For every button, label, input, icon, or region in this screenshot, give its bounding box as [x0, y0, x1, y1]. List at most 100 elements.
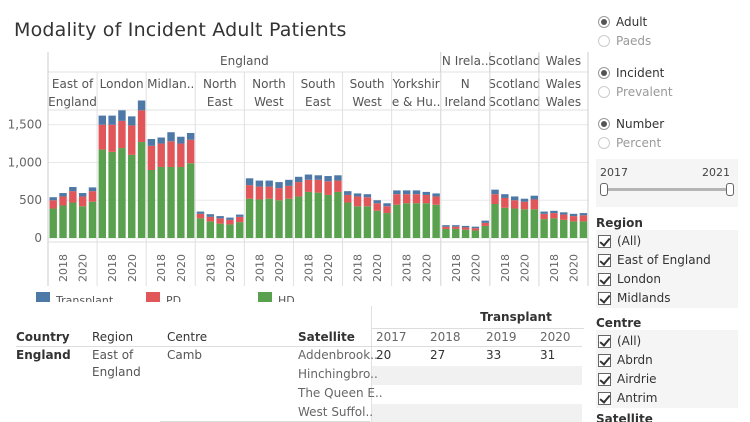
radio-off-icon[interactable] — [598, 34, 610, 47]
centre-option[interactable]: Abrdn — [598, 351, 653, 369]
region-header-label: South — [350, 77, 385, 91]
bar-segment-hd — [226, 224, 234, 238]
bar-segment-tx — [471, 226, 480, 229]
table-header-transplant: Transplant — [480, 310, 552, 324]
bar-segment-pd — [324, 181, 332, 195]
table-cell-satellite[interactable]: Addenbrook.. — [298, 348, 378, 362]
bar-segment-tx — [344, 191, 352, 195]
checkbox-checked-icon[interactable] — [598, 391, 611, 405]
slider-max-label: 2021 — [702, 166, 730, 179]
radio-adult[interactable]: Adult — [598, 12, 651, 31]
table-cell-region-line2: England — [92, 365, 141, 379]
region-header-label: East — [207, 95, 233, 109]
checkbox-checked-icon[interactable] — [598, 372, 611, 386]
slider-track[interactable] — [606, 188, 730, 191]
region-header-label: Wales — [546, 77, 581, 91]
satellite-filter-title: Satellite — [596, 412, 653, 422]
centre-option[interactable]: (All) — [598, 332, 641, 350]
table-cell-satellite[interactable]: West Suffol.. — [298, 405, 374, 419]
centre-filter-title: Centre — [596, 316, 642, 330]
bar-segment-hd — [186, 163, 195, 238]
bar-segment-hd — [334, 191, 342, 238]
table-cell-value: 20 — [376, 348, 392, 362]
bar-segment-pd — [353, 196, 362, 207]
bar-segment-pd — [216, 218, 224, 224]
slider-handle-start[interactable] — [600, 183, 608, 196]
bar-segment-pd — [393, 194, 401, 205]
bar-segment-tx — [167, 132, 175, 142]
radio-percent[interactable]: Percent — [598, 133, 664, 152]
centre-option[interactable]: Airdrie — [598, 370, 657, 388]
radio-incident[interactable]: Incident — [598, 63, 673, 82]
x-tick-label: 2020 — [518, 254, 531, 282]
bar-segment-pd — [49, 200, 57, 209]
radio-off-icon[interactable] — [598, 136, 610, 149]
region-header-label: Wales — [546, 95, 581, 109]
checkbox-checked-icon[interactable] — [598, 353, 611, 367]
bar-segment-pd — [501, 197, 509, 208]
year-range-slider: 2017 2021 — [596, 159, 738, 207]
region-option[interactable]: London — [598, 270, 661, 288]
bar-segment-pd — [491, 194, 499, 204]
table-cell-satellite[interactable]: Hinchingbro.. — [298, 367, 378, 381]
radio-on-icon[interactable] — [598, 66, 610, 79]
bar-segment-tx — [108, 115, 116, 125]
radio-prevalent[interactable]: Prevalent — [598, 82, 673, 101]
bar-segment-tx — [177, 136, 185, 144]
slider-handle-end[interactable] — [726, 183, 734, 196]
bar-segment-hd — [236, 222, 244, 238]
x-tick-label: 2020 — [77, 254, 90, 282]
region-filter-title: Region — [596, 216, 643, 230]
region-header-label: East of — [52, 77, 94, 91]
checkbox-checked-icon[interactable] — [598, 253, 611, 267]
radio-on-icon[interactable] — [598, 15, 610, 28]
legend-label: PD — [166, 294, 182, 302]
bar-segment-pd — [442, 226, 450, 229]
bar-segment-tx — [324, 176, 332, 182]
country-header-label: Scotland — [488, 54, 540, 68]
table-cell-satellite[interactable]: The Queen E.. — [298, 386, 383, 400]
bar-segment-pd — [245, 185, 254, 199]
bar-segment-hd — [275, 200, 283, 238]
checkbox-checked-icon[interactable] — [598, 291, 611, 305]
page-title: Modality of Incident Adult Patients — [14, 19, 347, 41]
bar-segment-tx — [98, 115, 107, 125]
bar-segment-pd — [363, 197, 372, 207]
checkbox-checked-icon[interactable] — [598, 334, 611, 348]
radio-off-icon[interactable] — [598, 85, 610, 98]
bar-segment-hd — [520, 209, 529, 238]
x-tick-label: 2020 — [126, 254, 139, 282]
x-tick-label: 2018 — [253, 254, 266, 282]
bar-segment-tx — [285, 179, 293, 186]
checkbox-checked-icon[interactable] — [598, 234, 611, 248]
region-header-label: East — [305, 95, 331, 109]
bar-segment-pd — [196, 213, 205, 219]
region-option[interactable]: (All) — [598, 232, 641, 250]
checkbox-checked-icon[interactable] — [598, 272, 611, 286]
radio-paeds[interactable]: Paeds — [598, 31, 651, 50]
bar-segment-pd — [461, 227, 470, 230]
region-option[interactable]: Midlands — [598, 289, 670, 307]
y-tick-label: 1,000 — [8, 155, 42, 169]
bar-segment-tx — [550, 210, 558, 214]
radio-number[interactable]: Number — [598, 114, 664, 133]
legend-label: HD — [278, 294, 295, 302]
bar-segment-tx — [128, 116, 136, 126]
radio-on-icon[interactable] — [598, 117, 610, 130]
centre-option[interactable]: Antrim — [598, 389, 657, 407]
bar-segment-hd — [78, 206, 87, 238]
bar-segment-hd — [167, 166, 175, 238]
bar-segment-pd — [59, 196, 67, 206]
table-cell-value: 33 — [486, 348, 502, 362]
bar-segment-hd — [402, 203, 411, 238]
bar-segment-tx — [59, 193, 67, 197]
bar-segment-hd — [216, 223, 224, 238]
x-tick-label: 2020 — [568, 254, 581, 282]
x-tick-label: 2018 — [352, 254, 365, 282]
bar-segment-hd — [177, 166, 185, 238]
bar-segment-hd — [265, 198, 273, 238]
x-tick-label: 2020 — [175, 254, 188, 282]
region-option[interactable]: East of England — [598, 251, 711, 269]
bar-segment-tx — [373, 200, 381, 204]
x-tick-label: 2020 — [224, 254, 237, 282]
